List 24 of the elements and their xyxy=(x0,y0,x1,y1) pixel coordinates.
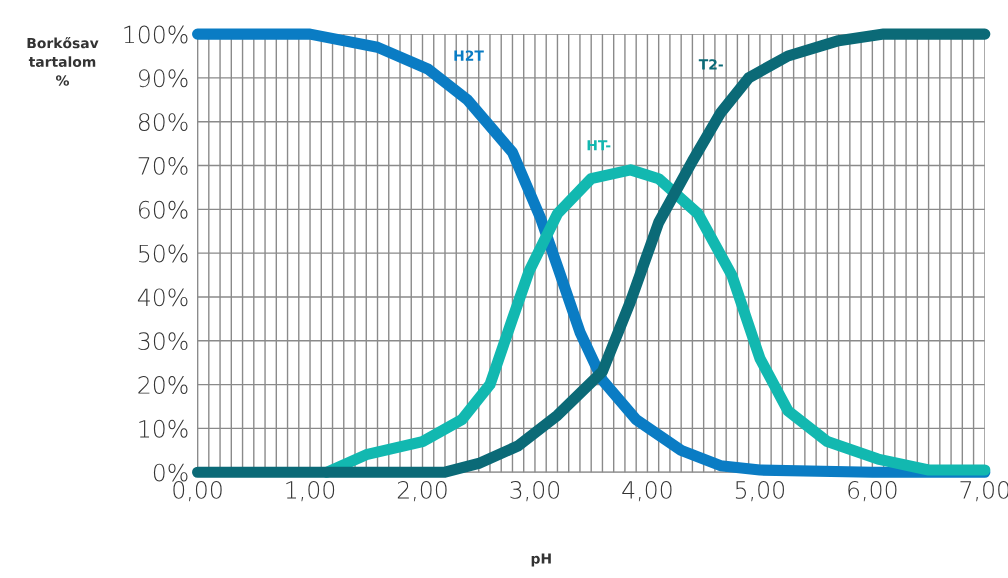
x-axis-title: pH xyxy=(531,553,551,567)
x-tick-label: 2,00 xyxy=(397,480,447,502)
y-tick-label: 80% xyxy=(138,113,188,132)
series-label: H2T xyxy=(454,50,484,61)
x-tick-label: 7,00 xyxy=(960,480,1008,502)
y-axis-title: Borkősav tartalom % xyxy=(27,37,99,86)
x-tick-label: 4,00 xyxy=(622,480,672,502)
y-tick-label: 100% xyxy=(124,25,188,44)
x-tick-label: 1,00 xyxy=(286,480,335,502)
x-tick-label: 3,00 xyxy=(510,480,560,502)
x-tick-label: 5,00 xyxy=(735,480,784,502)
y-tick-label: 90% xyxy=(139,69,188,88)
y-tick-label: 40% xyxy=(137,288,188,307)
series-label: T2- xyxy=(698,59,723,70)
y-tick-label: 20% xyxy=(138,376,188,394)
y-tick-label: 0% xyxy=(153,463,188,482)
x-tick-label: 6,00 xyxy=(848,480,897,502)
y-tick-label: 30% xyxy=(138,332,188,351)
x-tick-label: 0,00 xyxy=(173,480,222,502)
y-tick-label: 10% xyxy=(139,419,188,438)
y-tick-label: 60% xyxy=(139,200,188,219)
y-tick-label: 50% xyxy=(139,244,188,263)
y-tick-label: 70% xyxy=(138,156,188,175)
series-label: HT- xyxy=(587,140,611,151)
